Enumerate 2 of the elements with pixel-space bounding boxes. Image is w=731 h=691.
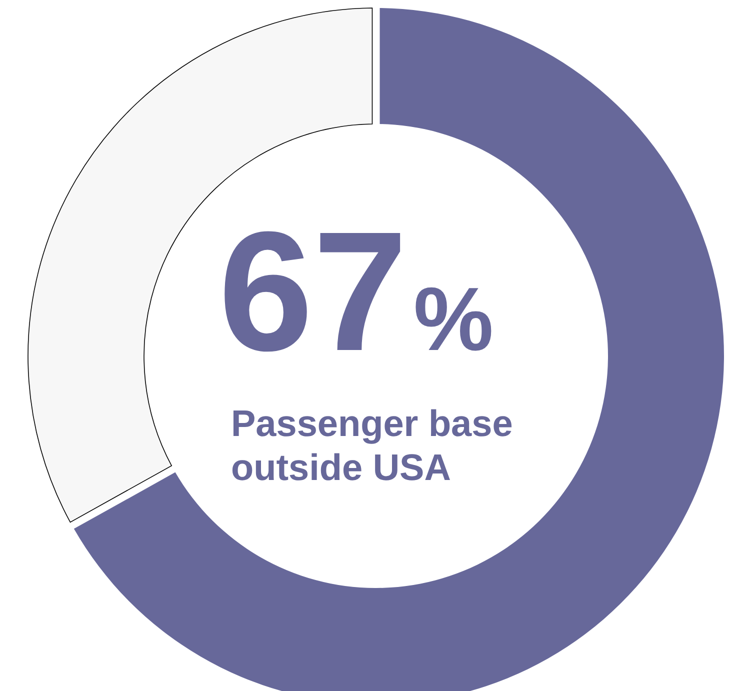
slice-label: Passenger base outside USA (231, 403, 513, 488)
data-label: 67% (218, 197, 494, 387)
